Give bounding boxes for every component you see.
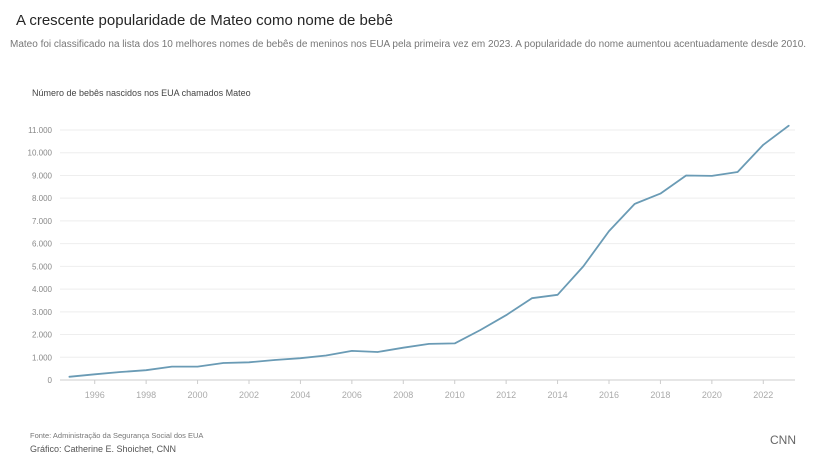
- y-tick-label: 11.000: [28, 126, 52, 135]
- data-point: [736, 171, 739, 173]
- data-point: [711, 175, 713, 177]
- credit-note: Gráfico: Catherine E. Shoichet, CNN: [30, 444, 177, 454]
- data-point: [531, 297, 533, 299]
- chart-title: A crescente popularidade de Mateo como n…: [16, 12, 393, 29]
- data-point: [556, 294, 559, 296]
- x-tick-label: 2012: [496, 390, 516, 400]
- series-line: [68, 124, 790, 378]
- data-point: [402, 347, 404, 349]
- data-point: [659, 193, 662, 195]
- data-point: [762, 144, 764, 146]
- x-tick-label: 1998: [136, 390, 156, 400]
- x-tick-label: 2010: [445, 390, 465, 400]
- x-tick-label: 1996: [85, 390, 105, 400]
- y-tick-label: 0: [48, 376, 53, 385]
- y-tick-label: 7.000: [32, 217, 53, 226]
- data-point: [788, 124, 790, 127]
- cnn-logo: CNN: [770, 433, 796, 447]
- x-tick-label: 2014: [548, 390, 568, 400]
- y-tick-label: 8.000: [32, 194, 53, 203]
- data-point: [428, 343, 430, 345]
- x-tick-label: 2000: [188, 390, 208, 400]
- data-point: [505, 314, 507, 316]
- data-point: [454, 342, 456, 345]
- data-point: [608, 230, 610, 232]
- data-point: [685, 174, 687, 177]
- x-tick-label: 2020: [702, 390, 722, 400]
- y-tick-label: 4.000: [32, 285, 53, 294]
- y-tick-label: 10.000: [28, 149, 53, 158]
- x-tick-label: 2008: [393, 390, 413, 400]
- data-point: [222, 362, 224, 364]
- x-tick-label: 2002: [239, 390, 259, 400]
- data-point: [479, 329, 482, 331]
- data-point: [171, 365, 173, 368]
- data-point: [325, 354, 327, 357]
- y-axis-label: Número de bebês nascidos nos EUA chamado…: [32, 88, 251, 98]
- y-tick-label: 6.000: [32, 240, 53, 249]
- x-tick-label: 2004: [290, 390, 310, 400]
- x-tick-label: 2018: [650, 390, 670, 400]
- y-tick-label: 3.000: [32, 308, 53, 317]
- data-point: [274, 359, 276, 361]
- y-tick-label: 5.000: [32, 262, 53, 271]
- data-point: [145, 369, 147, 371]
- chart-subtitle: Mateo foi classificado na lista dos 10 m…: [10, 39, 807, 50]
- data-point: [351, 350, 353, 352]
- y-tick-label: 9.000: [32, 171, 53, 180]
- data-point: [376, 351, 379, 353]
- x-tick-label: 2022: [753, 390, 773, 400]
- data-point: [582, 265, 584, 267]
- y-tick-label: 2.000: [32, 331, 53, 340]
- y-tick-label: 1.000: [32, 353, 53, 362]
- data-point: [119, 371, 122, 373]
- data-point: [68, 376, 70, 378]
- data-point: [196, 365, 199, 368]
- data-point: [94, 373, 96, 375]
- data-point: [634, 203, 636, 205]
- source-note: Fonte: Administração da Segurança Social…: [30, 431, 204, 440]
- x-tick-label: 2016: [599, 390, 619, 400]
- x-tick-label: 2006: [342, 390, 362, 400]
- data-point: [299, 357, 302, 359]
- data-point: [248, 361, 250, 363]
